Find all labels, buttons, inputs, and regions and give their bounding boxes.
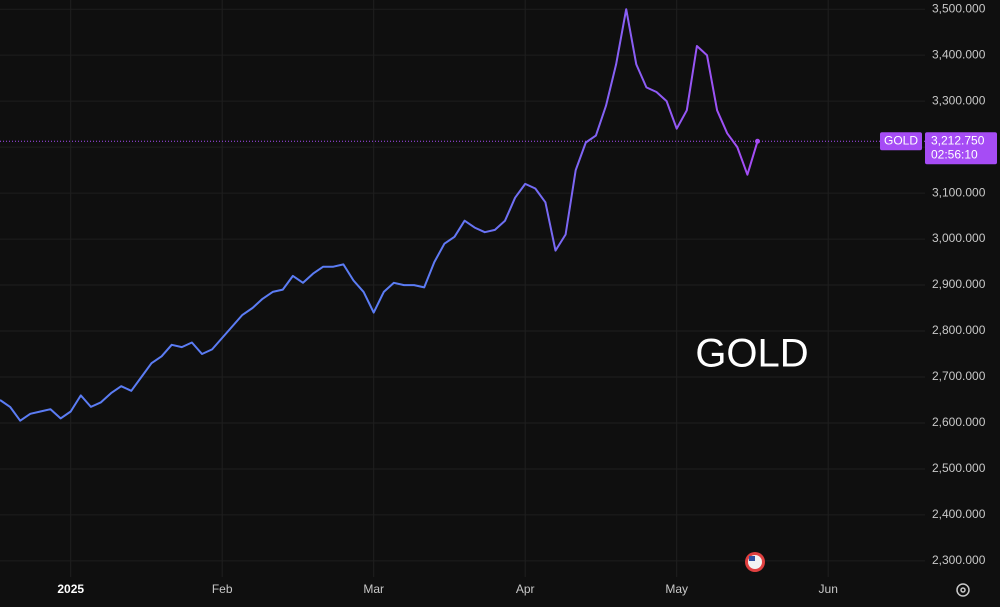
y-tick-label: 2,300.000 xyxy=(932,553,986,567)
y-tick-label: 2,400.000 xyxy=(932,507,986,521)
plot xyxy=(0,8,925,422)
price-tag-value: 3,212.750 xyxy=(931,133,985,147)
x-tick-label: May xyxy=(665,582,688,596)
flag-icon xyxy=(745,552,765,572)
x-tick-label: Feb xyxy=(212,582,233,596)
x-tick-label: Apr xyxy=(516,582,535,596)
grid xyxy=(0,0,925,577)
y-tick-label: 3,000.000 xyxy=(932,231,986,245)
x-tick-label: Jun xyxy=(819,582,838,596)
y-tick-label: 3,400.000 xyxy=(932,47,986,61)
x-tick-label: Mar xyxy=(363,582,384,596)
price-line xyxy=(0,8,759,422)
y-tick-label: 2,800.000 xyxy=(932,323,986,337)
y-tick-label: 2,900.000 xyxy=(932,277,986,291)
x-tick-label: 2025 xyxy=(57,582,84,596)
y-tick-label: 3,300.000 xyxy=(932,93,986,107)
settings-icon[interactable] xyxy=(956,583,970,597)
price-tag xyxy=(925,132,997,165)
watermark: GOLD xyxy=(695,332,808,376)
last-point xyxy=(755,138,760,144)
y-tick-label: 2,700.000 xyxy=(932,369,986,383)
y-tick-label: 2,600.000 xyxy=(932,415,986,429)
y-tick-label: 3,100.000 xyxy=(932,185,986,199)
y-tick-label: 3,500.000 xyxy=(932,1,986,15)
symbol-tag xyxy=(880,132,922,151)
y-tick-label: 2,500.000 xyxy=(932,461,986,475)
price-tag-countdown: 02:56:10 xyxy=(931,147,978,161)
symbol-tag-label: GOLD xyxy=(884,133,918,147)
